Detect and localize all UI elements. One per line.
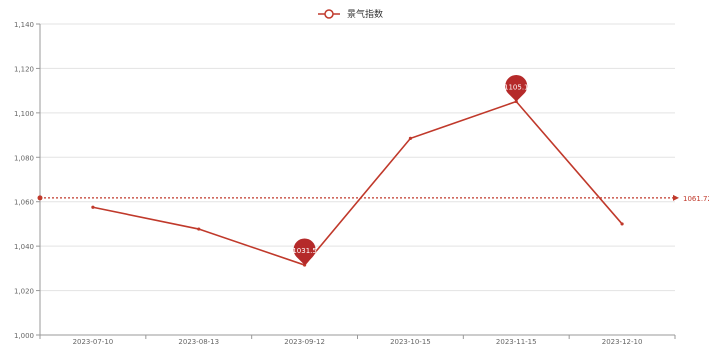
y-tick-label: 1,020 <box>14 288 34 296</box>
y-tick-label: 1,060 <box>14 199 34 207</box>
x-tick-label: 2023-10-15 <box>390 338 431 345</box>
x-tick-label: 2023-11-15 <box>496 338 537 345</box>
y-tick-label: 1,000 <box>14 332 34 340</box>
x-tick-label: 2023-08-13 <box>178 338 219 345</box>
data-point[interactable] <box>91 206 94 209</box>
average-line-label: 1061.72 <box>683 195 709 203</box>
data-point[interactable] <box>197 227 200 230</box>
grid <box>40 24 675 335</box>
series-line <box>93 102 622 265</box>
average-line-start-dot <box>38 195 43 200</box>
x-tick-label: 2023-09-12 <box>284 338 325 345</box>
legend[interactable]: 景气指数 <box>318 8 383 20</box>
y-tick-label: 1,080 <box>14 154 34 162</box>
average-line-arrow <box>673 195 679 201</box>
y-tick-label: 1,040 <box>14 243 34 251</box>
y-tick-label: 1,140 <box>14 21 34 29</box>
y-tick-label: 1,120 <box>14 65 34 73</box>
x-tick-label: 2023-12-10 <box>602 338 643 345</box>
x-axis: 2023-07-10 2023-08-13 2023-09-12 2023-10-15… <box>40 335 675 345</box>
y-axis: 1,000 1,020 1,040 1,060 1,080 1,100 1,120 1,140 <box>14 21 40 340</box>
x-tick-label: 2023-07-10 <box>73 338 114 345</box>
y-tick-label: 1,100 <box>14 110 34 118</box>
legend-marker-icon <box>325 10 333 18</box>
data-point[interactable] <box>620 222 623 225</box>
data-point[interactable] <box>409 137 412 140</box>
legend-label: 景气指数 <box>347 8 383 20</box>
max-marker-label: 1105.1 <box>504 84 529 92</box>
series-layer <box>91 100 623 267</box>
min-marker-label: 1031.5 <box>292 247 317 255</box>
